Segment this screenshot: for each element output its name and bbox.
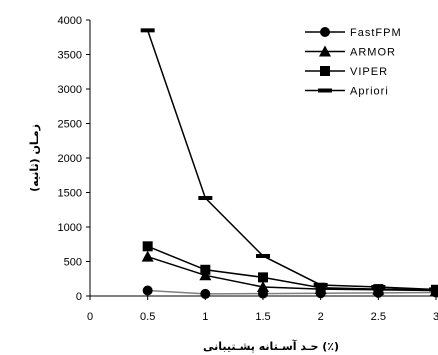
data-point — [141, 250, 154, 262]
data-point — [373, 284, 384, 295]
data-point — [371, 285, 386, 290]
x-tick-label: 2.5 — [371, 311, 386, 323]
data-point — [198, 196, 213, 201]
y-axis: 0 500 1000 1500 2000 2500 3000 3500 4000 — [58, 15, 90, 303]
x-tick-label: 0.5 — [140, 311, 155, 323]
series-line — [147, 289, 437, 295]
x-tick-label: 3 — [433, 311, 438, 323]
x-tick-label: 2 — [318, 311, 324, 323]
legend-marker — [319, 45, 331, 57]
data-point — [140, 28, 155, 33]
y-tick-label: 2000 — [58, 153, 82, 165]
legend-item: Apriori — [305, 86, 389, 98]
legend-marker — [318, 88, 332, 93]
y-tick-label: 2500 — [58, 119, 82, 131]
x-axis-title: حـد آسـتانه پشـتيبانی (٪) — [203, 339, 339, 353]
series-apriori — [140, 28, 438, 292]
series-viper — [142, 241, 438, 295]
data-point — [200, 264, 211, 275]
data-point — [313, 282, 328, 287]
legend-marker — [320, 27, 330, 37]
legend-label: FastFPM — [350, 27, 402, 39]
y-axis-title: زمـان (ثانيه) — [28, 124, 41, 192]
data-point — [142, 285, 153, 296]
legend-item: VIPER — [305, 66, 388, 78]
data-point — [199, 269, 212, 281]
series-layer — [140, 28, 438, 299]
x-tick-label: 1.5 — [255, 311, 270, 323]
legend-label: ARMOR — [350, 47, 396, 59]
y-tick-label: 500 — [64, 257, 82, 269]
x-tick-label: 0 — [87, 311, 93, 323]
legend-item: ARMOR — [305, 45, 396, 59]
data-point — [142, 241, 153, 252]
y-tick-label: 4000 — [58, 15, 82, 27]
y-tick-label: 0 — [76, 291, 82, 303]
y-tick-label: 1500 — [58, 188, 82, 200]
series-line — [146, 30, 437, 291]
data-point — [315, 282, 326, 293]
legend-label: VIPER — [350, 66, 388, 78]
data-point — [257, 281, 269, 293]
data-point — [200, 288, 211, 299]
legend-marker — [320, 66, 330, 76]
data-point — [258, 272, 268, 283]
series-line — [147, 255, 437, 292]
legend-item: FastFPM — [305, 27, 402, 39]
legend: FastFPM ARMOR VIPER Apriori — [300, 16, 436, 98]
y-tick-label: 3500 — [58, 50, 82, 62]
data-point — [256, 253, 270, 258]
y-tick-label: 1000 — [58, 222, 82, 234]
y-tick-label: 3000 — [58, 84, 82, 96]
legend-label: Apriori — [350, 86, 389, 98]
x-tick-label: 1 — [202, 311, 208, 323]
series-line — [147, 245, 437, 291]
data-point — [429, 287, 438, 292]
x-axis: 0 0.5 1 1.5 2 2.5 3 — [87, 296, 438, 323]
